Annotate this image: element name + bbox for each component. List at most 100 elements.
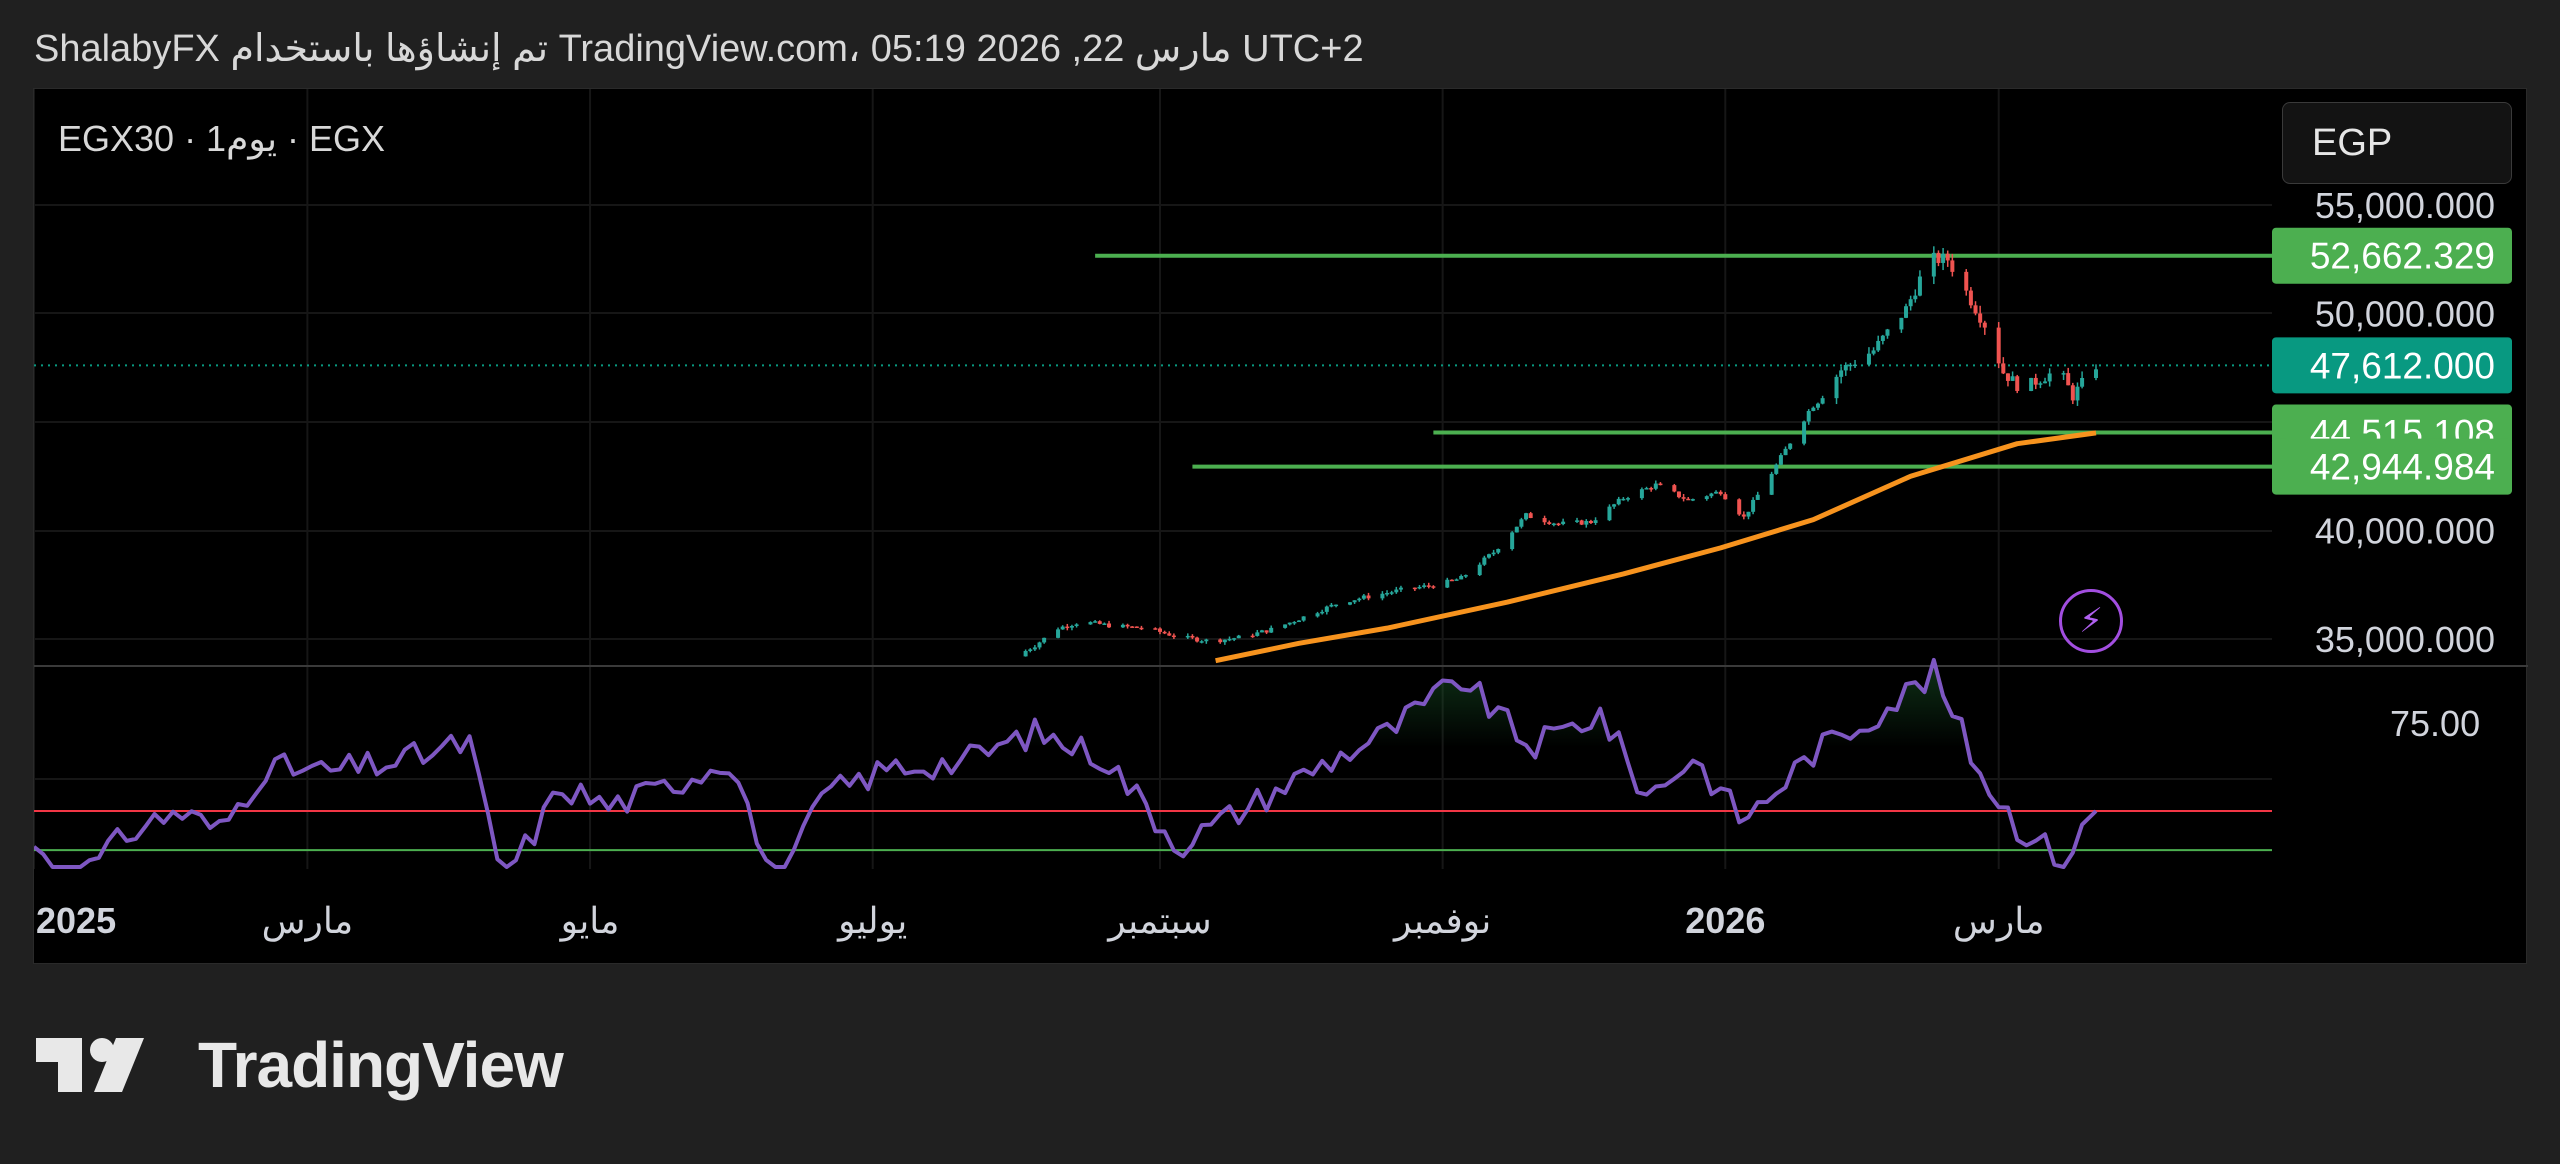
candle — [1477, 562, 1482, 576]
candle-body — [1704, 496, 1709, 500]
time-axis-label: 2026 — [1685, 900, 1765, 941]
candle-body — [1232, 638, 1237, 640]
candle-body — [1454, 579, 1459, 581]
candle — [1913, 289, 1918, 303]
candle-body — [1352, 600, 1357, 603]
grid-lines — [34, 89, 2272, 869]
candle-body — [2061, 373, 2066, 375]
price-axis-label: 40,000.000 — [2315, 511, 2495, 552]
candle — [1681, 493, 1686, 502]
candle — [2033, 373, 2038, 390]
candle-body — [1056, 629, 1061, 638]
candle-body — [1329, 604, 1334, 607]
candle — [1644, 486, 1649, 490]
candle-body — [1236, 635, 1241, 639]
candle — [1431, 585, 1436, 589]
currency-selector[interactable]: EGP — [2282, 102, 2512, 184]
brand-name: TradingView — [198, 1029, 564, 1101]
candle-body — [1269, 627, 1274, 633]
candle — [1486, 553, 1491, 559]
candle-body — [2043, 381, 2048, 384]
candle — [1561, 518, 1566, 526]
candle-body — [1315, 613, 1320, 617]
candle — [1950, 253, 1955, 277]
candle-body — [1514, 526, 1519, 533]
candle — [2061, 370, 2066, 380]
candle — [1658, 482, 1663, 486]
candle — [1904, 303, 1909, 319]
candle-body — [1292, 621, 1297, 624]
candle — [1366, 592, 1371, 601]
candle — [1755, 491, 1760, 501]
candle-body — [1802, 421, 1807, 444]
candle — [1579, 519, 1584, 526]
candle-body — [1102, 623, 1107, 625]
oscillator-axis-label: 75.00 — [2390, 703, 2480, 744]
candle-body — [1218, 639, 1223, 643]
candle-body — [1162, 631, 1167, 634]
candle — [1714, 490, 1719, 494]
candle — [1876, 335, 1881, 352]
chart-panel[interactable]: 55,000.000 50,000.000 40,000.000 35,000.000… — [33, 88, 2528, 965]
candle — [1880, 334, 1885, 345]
lightning-bolt-icon[interactable]: ⚡ — [2059, 589, 2123, 653]
tradingview-logo[interactable]: TradingView — [36, 1029, 564, 1101]
candle-body — [1755, 494, 1760, 500]
candle — [1547, 520, 1552, 525]
candle-body — [1676, 491, 1681, 498]
candle-body — [1431, 586, 1436, 588]
time-axis-label: يوليو — [836, 900, 907, 942]
candle-body — [1491, 552, 1496, 555]
candle — [1107, 620, 1112, 628]
candle-body — [1616, 498, 1621, 505]
candle — [1593, 517, 1598, 525]
candle-body — [1820, 398, 1825, 404]
candle-body — [1575, 520, 1580, 522]
candle — [1250, 633, 1255, 638]
candle-body — [1876, 340, 1881, 351]
candle — [1899, 317, 1904, 333]
candle — [1028, 648, 1033, 653]
candle-body — [1936, 252, 1941, 263]
candle-body — [1950, 260, 1955, 272]
candle — [1320, 609, 1325, 615]
candle — [1218, 638, 1223, 644]
candle-body — [1941, 253, 1946, 263]
candle — [2038, 381, 2043, 389]
candle — [1329, 602, 1334, 608]
candle — [1751, 497, 1756, 515]
candle — [1843, 362, 1848, 376]
candle — [1885, 328, 1890, 339]
candle — [1167, 631, 1172, 636]
candle-body — [1134, 626, 1139, 629]
candle-body — [1931, 252, 1936, 277]
time-axis-label: سبتمبر — [1106, 900, 1211, 942]
candle — [1936, 250, 1941, 267]
candle-body — [1866, 353, 1871, 365]
candle-body — [1579, 520, 1584, 525]
candle-body — [1171, 635, 1176, 638]
candle — [1482, 555, 1487, 566]
candle — [1255, 629, 1260, 637]
candle — [1973, 301, 1978, 316]
chart-header-attribution: ShalabyFX تم إنشاؤها باستخدام TradingVie… — [34, 28, 1364, 70]
candle — [1802, 420, 1807, 446]
candle — [1964, 269, 1969, 296]
candle-body — [1778, 455, 1783, 465]
chart-canvas[interactable]: 55,000.000 50,000.000 40,000.000 35,000.000… — [34, 89, 2528, 965]
candle-body — [1718, 491, 1723, 495]
candle-body — [1361, 595, 1366, 599]
candle-body — [2047, 373, 2052, 382]
candle — [1292, 621, 1297, 625]
candle-body — [1848, 364, 1853, 367]
candle — [1088, 621, 1093, 625]
candle — [1510, 531, 1515, 551]
candle — [1612, 503, 1617, 509]
candle-body — [1588, 520, 1593, 523]
candle-body — [2070, 385, 2075, 401]
candle-body — [1769, 473, 1774, 495]
candle — [1746, 511, 1751, 520]
time-axis-label: مارس — [1953, 900, 2045, 942]
candle — [1069, 624, 1074, 631]
candle — [1639, 487, 1644, 500]
